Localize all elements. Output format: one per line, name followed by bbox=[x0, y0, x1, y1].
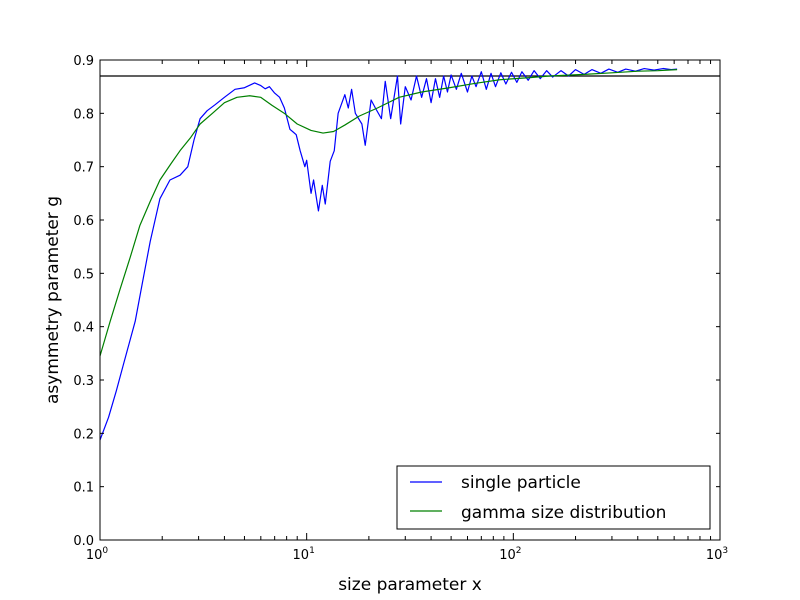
y-tick-label: 0.0 bbox=[73, 534, 94, 549]
x-tick-label: 102 bbox=[499, 546, 521, 563]
legend-label-gamma: gamma size distribution bbox=[461, 503, 666, 523]
x-tick-exponent: 3 bbox=[722, 546, 728, 556]
x-tick-exponent: 0 bbox=[102, 546, 108, 556]
legend-box bbox=[396, 465, 711, 530]
series-line-single-particle bbox=[99, 67, 678, 441]
y-tick-label: 0.7 bbox=[73, 161, 94, 176]
y-tick-label: 0.4 bbox=[73, 321, 94, 336]
x-tick-exponent: 1 bbox=[309, 546, 315, 556]
y-tick-label: 0.3 bbox=[73, 374, 94, 389]
legend: single particle gamma size distribution bbox=[396, 465, 711, 530]
x-tick-label: 100 bbox=[86, 546, 109, 563]
legend-label-single-particle: single particle bbox=[461, 473, 581, 493]
x-tick-label: 101 bbox=[293, 546, 315, 563]
series-lines bbox=[99, 67, 720, 441]
y-axis-label: asymmetry parameter g bbox=[43, 196, 63, 404]
x-tick-base: 10 bbox=[86, 548, 103, 563]
x-tick-exponent: 2 bbox=[516, 546, 522, 556]
y-tick-label: 0.9 bbox=[73, 54, 94, 69]
x-axis-label: size parameter x bbox=[338, 575, 482, 595]
y-tick-label: 0.6 bbox=[73, 214, 94, 229]
x-tick-base: 10 bbox=[293, 548, 310, 563]
y-tick-label: 0.8 bbox=[73, 107, 94, 122]
x-tick-label: 103 bbox=[706, 546, 728, 563]
plot-area bbox=[100, 60, 720, 540]
x-tick-base: 10 bbox=[499, 548, 516, 563]
y-tick-label: 0.1 bbox=[73, 481, 94, 496]
y-tick-label: 0.2 bbox=[73, 427, 94, 442]
x-tick-base: 10 bbox=[706, 548, 723, 563]
series-line-gamma-size-distribution bbox=[99, 69, 678, 357]
y-tick-label: 0.5 bbox=[73, 267, 94, 282]
axes-frame bbox=[99, 59, 721, 541]
